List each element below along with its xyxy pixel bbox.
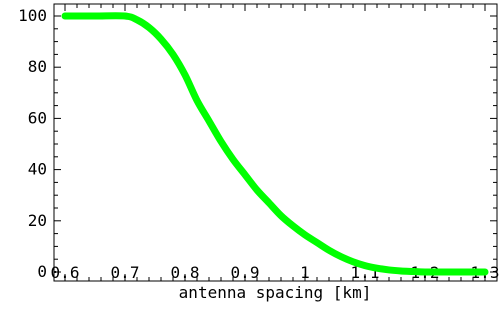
series-line (61, 12, 489, 276)
x-tick-label: 0.6 (51, 263, 80, 282)
series-group (61, 12, 489, 276)
y-tick-label: 0 (37, 262, 47, 281)
y-tick-label: 40 (28, 160, 47, 179)
y-tick-label: 80 (28, 57, 47, 76)
x-tick-label: 0.8 (171, 263, 200, 282)
x-axis-label: antenna spacing [km] (179, 283, 372, 302)
plot-frame (53, 3, 498, 282)
axis-ticks (54, 4, 497, 281)
y-tick-label: 20 (28, 211, 47, 230)
y-tick-label: 60 (28, 108, 47, 127)
x-tick-label: 0.9 (231, 263, 260, 282)
y-tick-label: 100 (18, 6, 47, 25)
x-tick-label: 0.7 (111, 263, 140, 282)
x-tick-label: 1 (300, 263, 310, 282)
